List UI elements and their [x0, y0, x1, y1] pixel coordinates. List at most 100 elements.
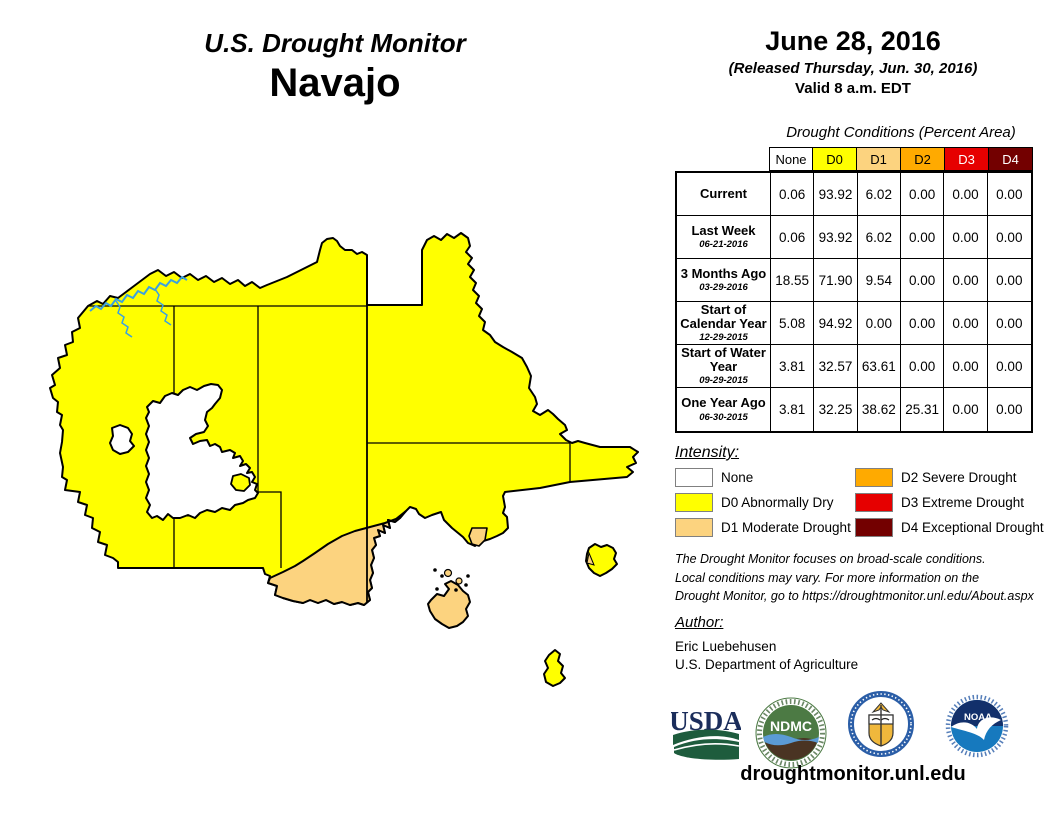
col-header-d1: D1 [856, 147, 901, 171]
none-swatch [675, 468, 713, 487]
table-cell: 0.00 [987, 259, 1031, 302]
col-header-none: None [769, 147, 813, 171]
table-cell: 0.00 [944, 388, 988, 431]
ndmc-ring-text [757, 699, 825, 767]
row-label: Start of Water Year 09-29-2015 [677, 345, 771, 388]
d4-swatch [855, 518, 893, 537]
col-header-d2: D2 [900, 147, 945, 171]
table-cell: 0.00 [944, 216, 988, 259]
table-cell: 0.00 [944, 173, 988, 216]
table-header-row: None D0 D1 D2 D3 D4 [769, 147, 1033, 171]
table-cell: 32.57 [814, 345, 858, 388]
ramah-area [427, 580, 471, 629]
table-cell: 0.00 [900, 302, 945, 345]
d1-region-sliver [468, 527, 488, 547]
d1-swatch [675, 518, 713, 537]
table-cell: 93.92 [814, 173, 858, 216]
table-cell: 0.00 [857, 302, 901, 345]
hopi-enclave-west [109, 424, 135, 455]
col-header-d0: D0 [812, 147, 857, 171]
noaa-logo: NOAA [945, 694, 1009, 758]
legend-item-d0: D0 Abnormally Dry [675, 493, 834, 512]
table-cell: 93.92 [814, 216, 858, 259]
row-label: Start of Calendar Year 12-29-2015 [677, 302, 771, 345]
legend-item-d2: D2 Severe Drought [855, 468, 1017, 487]
table-cell: 18.55 [771, 259, 815, 302]
d2-swatch [855, 468, 893, 487]
d3-swatch [855, 493, 893, 512]
disclaimer: The Drought Monitor focuses on broad-sca… [675, 550, 1053, 606]
date-block: June 28, 2016 (Released Thursday, Jun. 3… [672, 26, 1034, 97]
commerce-ring-text [850, 693, 912, 755]
noaa-logo-text: NOAA [964, 712, 992, 723]
table-cell: 94.92 [814, 302, 858, 345]
report-date: June 28, 2016 [765, 26, 941, 56]
author-name: Eric Luebehusen [675, 639, 777, 654]
table-cell: 0.00 [996, 402, 1023, 417]
author-org: U.S. Department of Agriculture [675, 657, 859, 672]
san-juan-river [89, 275, 188, 338]
table-cell: 5.08 [771, 302, 815, 345]
legend-item-d1: D1 Moderate Drought [675, 518, 851, 537]
page-title: U.S. Drought Monitor [204, 28, 466, 58]
table-cell: 0.00 [944, 259, 988, 302]
county-line-east [367, 442, 571, 482]
usda-logo: USDA [671, 706, 741, 760]
commerce-logo [848, 691, 914, 757]
table-cell: 0.00 [900, 216, 945, 259]
disclaimer-line: Drought Monitor, go to https://droughtmo… [675, 589, 1034, 603]
yellow-island-in-enclave [230, 473, 251, 492]
drought-map [49, 232, 639, 687]
drought-conditions-table: Current 0.06 93.92 6.02 0.00 0.00 0.00 L… [675, 171, 1033, 433]
author-heading: Author: [675, 614, 724, 631]
table-cell: 0.06 [771, 173, 815, 216]
release-date: (Released Thursday, Jun. 30, 2016) [728, 60, 978, 77]
table-cell: 0.00 [900, 259, 945, 302]
legend-item-none: None [675, 468, 753, 487]
table-cell: 0.00 [987, 173, 1031, 216]
table-caption: Drought Conditions (Percent Area) [786, 124, 1016, 141]
table-cell: 3.81 [771, 388, 815, 431]
d1-region-south [267, 510, 407, 606]
table-cell: 0.00 [944, 345, 988, 388]
disclaimer-line: The Drought Monitor focuses on broad-sca… [675, 552, 986, 566]
table-cell: 0.00 [900, 345, 945, 388]
ndmc-logo-text: NDMC [770, 718, 812, 734]
table-cell: 0.00 [900, 173, 945, 216]
hopi-enclave [145, 383, 259, 521]
legend-item-d4: D4 Exceptional Drought [855, 518, 1044, 537]
table-cell: 38.62 [858, 388, 901, 431]
title-block: U.S. Drought Monitor Navajo [140, 28, 530, 106]
table-cell: 0.00 [987, 345, 1031, 388]
noaa-ring-text [945, 694, 1009, 758]
disclaimer-line: Local conditions may vary. For more info… [675, 570, 980, 585]
table-cell: 6.02 [857, 216, 901, 259]
tohajiilee-area [543, 649, 566, 687]
ramah-speckles [433, 568, 470, 592]
site-url: droughtmonitor.unl.edu [740, 763, 966, 785]
row-label: 3 Months Ago 03-29-2016 [677, 259, 771, 302]
table-cell: 9.54 [857, 259, 901, 302]
row-label: Last Week 06-21-2016 [677, 216, 771, 259]
col-header-d4: D4 [988, 147, 1033, 171]
table-cell: 0.00 [944, 302, 988, 345]
d0-swatch [675, 493, 713, 512]
table-cell: 71.90 [814, 259, 858, 302]
table-cell: 6.02 [857, 173, 901, 216]
table-cell: 0.00 [987, 302, 1031, 345]
row-label: Current [677, 173, 771, 216]
ndmc-logo: NDMC [755, 697, 827, 769]
row-label: One Year Ago 06-30-2015 [677, 388, 771, 431]
table-cell: 32.25 [814, 388, 858, 431]
region-title: Navajo [269, 61, 401, 105]
valid-time: Valid 8 a.m. EDT [795, 80, 911, 97]
table-cell: 3.81 [771, 345, 815, 388]
legend-item-d3: D3 Extreme Drought [855, 493, 1024, 512]
table-cell: 25.31 [901, 388, 945, 431]
col-header-d3: D3 [944, 147, 989, 171]
alamo-d1-sliver [586, 551, 595, 566]
county-line-2 [257, 306, 282, 568]
table-cell: 0.00 [987, 216, 1031, 259]
table-cell: 63.61 [857, 345, 901, 388]
